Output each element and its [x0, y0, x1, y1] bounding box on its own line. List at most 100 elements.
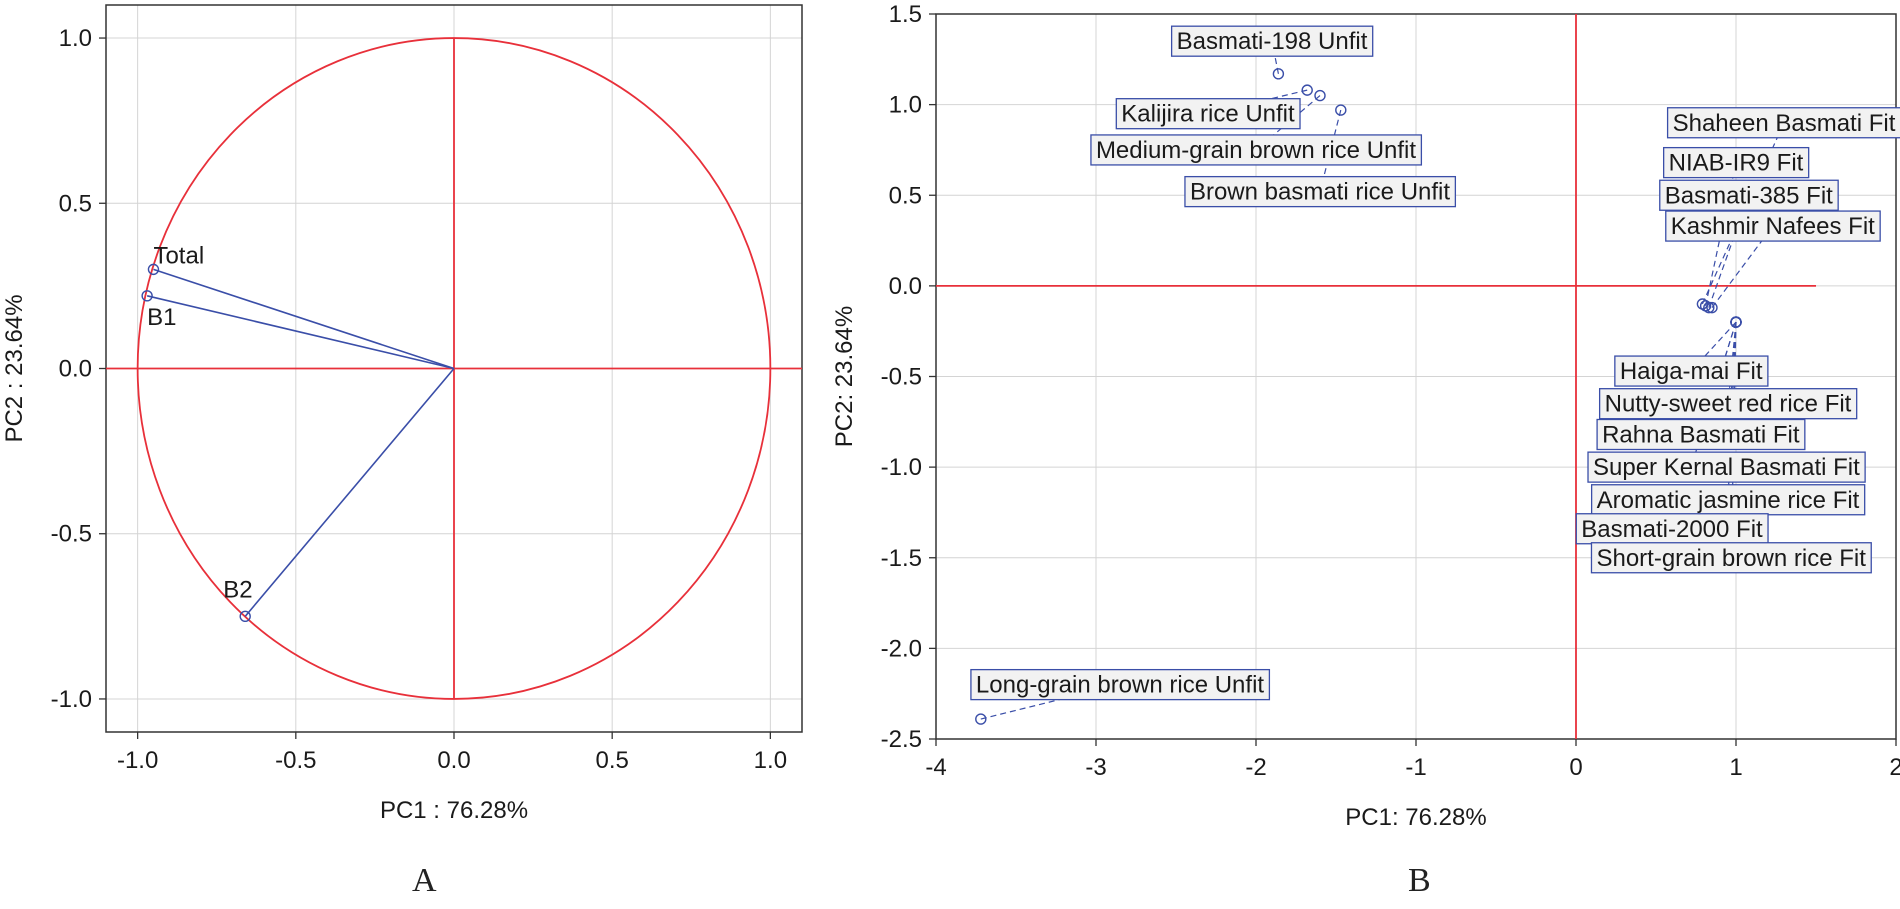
x-tick-label: 0.0	[437, 747, 470, 774]
x-tick-label: -2	[1245, 754, 1266, 781]
loading-point	[141, 290, 153, 302]
score-label: Brown basmati rice Unfit	[1184, 175, 1457, 208]
leader-line	[980, 684, 1121, 720]
x-tick-label: 1.0	[754, 747, 787, 774]
score-label-box	[1115, 98, 1301, 130]
score-point	[1301, 84, 1313, 96]
score-label-box	[1659, 179, 1839, 211]
score-label-text: Kashmir Nafees Fit	[1671, 213, 1875, 240]
x-tick-label: -3	[1085, 754, 1106, 781]
x-tick-label: 0.5	[595, 747, 628, 774]
score-label-text: Rahna Basmati Fit	[1602, 422, 1800, 449]
score-label-text: Aromatic jasmine rice Fit	[1597, 487, 1860, 514]
x-tick-label: -1	[1405, 754, 1426, 781]
score-label-box	[1665, 210, 1881, 242]
score-point	[1730, 316, 1742, 328]
score-label-text: Basmati-385 Fit	[1665, 182, 1833, 209]
score-label: Short-grain brown rice Fit	[1590, 542, 1872, 574]
score-label-text: NIAB-IR9 Fit	[1669, 150, 1804, 177]
panel-a-plot: -1.0 -0.5 0.0 0.5 1.0 -1.0 -0.5 0.0 0.5 1.0 Total B…	[1, 4, 803, 824]
score-label-text: Short-grain brown rice Fit	[1596, 545, 1866, 572]
y-tick-label: 1.5	[889, 1, 922, 28]
score-label: Rahna Basmati Fit	[1596, 418, 1806, 451]
score-point	[1706, 301, 1718, 314]
score-label-box	[1590, 484, 1866, 516]
loading-point	[147, 263, 160, 276]
score-label-box	[1090, 134, 1423, 166]
panel-label-a: A	[412, 862, 437, 899]
plot-frame	[935, 13, 1897, 740]
x-axis-label: PC1: 76.28%	[1345, 804, 1486, 831]
x-tick-label: 0	[1569, 754, 1582, 781]
score-label-box	[970, 668, 1271, 701]
y-tick-label: -2.0	[881, 635, 922, 662]
score-point	[1703, 301, 1715, 314]
score-label-box	[1575, 513, 1769, 545]
score-label: Shaheen Basmati Fit	[1666, 107, 1900, 139]
y-tick-label: -0.5	[51, 521, 92, 548]
y-tick-label: -0.5	[881, 364, 922, 391]
score-label-text: Brown basmati rice Unfit	[1190, 179, 1450, 206]
x-tick-label: 1	[1729, 754, 1742, 781]
score-point	[1314, 89, 1326, 102]
loading-vector	[244, 367, 455, 617]
panel-b-plot: -4 -3 -2 -1 0 1 2 -2.5 -2.0 -1.5 -1.0 -0.5 0.0 0.5 1.0…	[831, 1, 1900, 831]
score-label: Kashmir Nafees Fit	[1665, 210, 1881, 242]
score-label-text: Haiga-mai Fit	[1620, 358, 1763, 385]
score-label-text: Super Kernal Basmati Fit	[1593, 454, 1860, 481]
score-label-box	[1666, 107, 1900, 139]
y-tick-label: 0.5	[889, 182, 922, 209]
y-tick-label: 1.0	[59, 25, 92, 52]
score-label-box	[1596, 418, 1806, 451]
y-tick-label: 0.0	[59, 356, 92, 383]
score-label: Super Kernal Basmati Fit	[1587, 451, 1866, 483]
score-label-box	[1587, 451, 1866, 483]
x-axis-label: PC1 : 76.28%	[380, 797, 528, 824]
y-tick-label: -1.5	[881, 545, 922, 572]
y-tick-label: 0.0	[889, 273, 922, 300]
score-label-box	[1590, 542, 1872, 574]
y-axis-label: PC2: 23.64%	[831, 306, 858, 447]
score-label-box	[1184, 175, 1457, 208]
score-label-text: Medium-grain brown rice Unfit	[1096, 137, 1416, 164]
x-tick-label: -0.5	[275, 747, 316, 774]
score-label-box	[1170, 25, 1374, 57]
point-label: Total	[153, 242, 204, 269]
point-label: B2	[223, 576, 252, 603]
y-tick-label: -1.0	[881, 454, 922, 481]
loading-vector	[146, 295, 455, 370]
score-label: Medium-grain brown rice Unfit	[1090, 134, 1423, 166]
score-label-text: Kalijira rice Unfit	[1121, 101, 1295, 128]
score-point	[975, 713, 987, 725]
score-labels: Basmati-198 Unfit Kalijira rice Unfit Medi…	[970, 25, 1900, 701]
score-label: Nutty-sweet red rice Fit	[1598, 388, 1858, 420]
score-point	[1272, 68, 1285, 80]
x-tick-label: -1.0	[117, 747, 158, 774]
y-tick-label: 1.0	[889, 92, 922, 119]
x-tick-label: 2	[1889, 754, 1900, 781]
score-label-text: Basmati-2000 Fit	[1581, 516, 1763, 543]
score-point	[1335, 104, 1347, 116]
score-label: Kalijira rice Unfit	[1115, 98, 1301, 130]
score-label: Basmati-385 Fit	[1659, 179, 1839, 211]
panel-label-b: B	[1408, 862, 1431, 899]
score-label-text: Nutty-sweet red rice Fit	[1605, 391, 1852, 418]
score-label-text: Shaheen Basmati Fit	[1673, 110, 1896, 137]
score-label: Long-grain brown rice Unfit	[970, 668, 1271, 701]
point-label: B1	[147, 304, 176, 331]
x-tick-label: -4	[925, 754, 946, 781]
score-label-text: Basmati-198 Unfit	[1177, 28, 1368, 55]
score-label: NIAB-IR9 Fit	[1663, 146, 1810, 179]
score-label: Basmati-2000 Fit	[1575, 513, 1769, 545]
y-tick-label: -2.5	[881, 726, 922, 753]
score-label-box	[1598, 388, 1858, 420]
score-label: Aromatic jasmine rice Fit	[1590, 484, 1866, 516]
score-label-box	[1663, 146, 1810, 179]
score-label-box	[1614, 355, 1769, 387]
loading-point	[239, 610, 251, 623]
y-tick-label: -1.0	[51, 686, 92, 713]
score-label: Basmati-198 Unfit	[1170, 25, 1374, 57]
score-label-text: Long-grain brown rice Unfit	[976, 672, 1264, 699]
